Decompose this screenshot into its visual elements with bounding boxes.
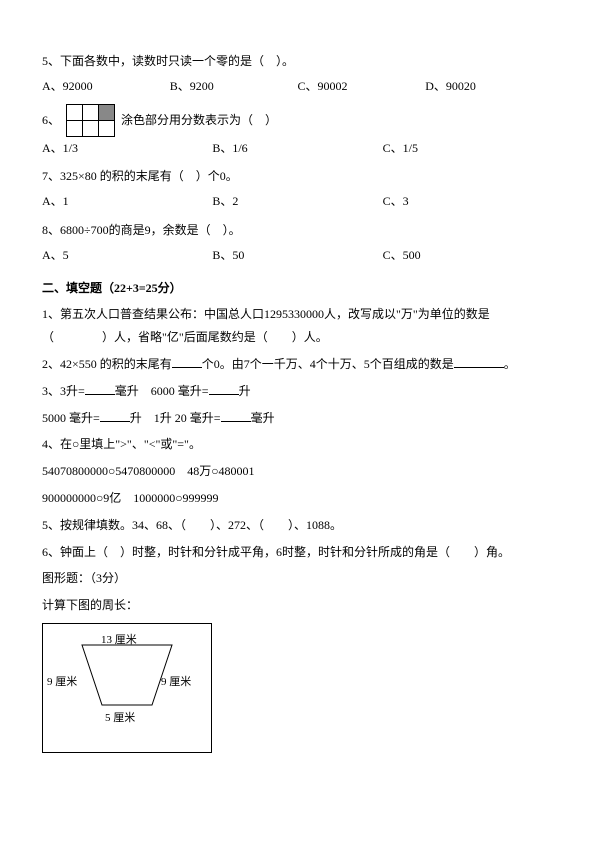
q8-options: A、5 B、50 C、500 [42,244,553,267]
trapezoid-figure: 13 厘米 9 厘米 9 厘米 5 厘米 [42,623,212,753]
grid-cell-shaded [99,104,115,120]
grid-cell [67,104,83,120]
q5-opt-c: C、90002 [298,75,426,98]
trap-top-label: 13 厘米 [101,630,137,651]
q7-options: A、1 B、2 C、3 [42,190,553,213]
q8-prompt: 8、6800÷700的商是9，余数是（ ）。 [42,219,553,242]
blank [85,382,115,395]
q6-prompt-row: 6、 涂色部分用分数表示为（ ） [42,104,553,137]
q5-prompt: 5、下面各数中，读数时只读一个零的是（ ）。 [42,50,553,73]
q7-opt-c: C、3 [383,190,553,213]
q5-opt-b: B、9200 [170,75,298,98]
grid-cell [99,120,115,136]
grid-cell [83,120,99,136]
f3-l2a: 5000 毫升= [42,411,100,425]
trap-right-label: 9 厘米 [161,672,191,693]
q5-options: A、92000 B、9200 C、90002 D、90020 [42,75,553,98]
f3-l1b: 毫升 6000 毫升= [115,384,209,398]
q6-opt-c: C、1/5 [383,137,553,160]
f2-a: 2、42×550 的积的末尾有 [42,357,172,371]
section-2-title: 二、填空题（22+3=25分） [42,277,553,300]
fill-6c: 计算下图的周长： [42,594,553,617]
fill-3-line1: 3、3升= 毫升 6000 毫升= 升 [42,380,553,403]
fill-6b: 图形题：（3分） [42,567,553,590]
f2-c: 。 [504,357,516,371]
q6-opt-b: B、1/6 [212,137,382,160]
fill-3-line2: 5000 毫升= 升 1升 20 毫升= 毫升 [42,407,553,430]
grid-cell [67,120,83,136]
f3-l2b: 升 1升 20 毫升= [130,411,221,425]
q5-opt-a: A、92000 [42,75,170,98]
f2-b: 个0。由7个一千万、4个十万、5个百组成的数是 [202,357,454,371]
q7-opt-a: A、1 [42,190,212,213]
q8-opt-b: B、50 [212,244,382,267]
trapezoid-shape [82,645,172,705]
q8-opt-a: A、5 [42,244,212,267]
q8-opt-c: C、500 [383,244,553,267]
fill-4a: 4、在○里填上">"、"<"或"="。 [42,433,553,456]
blank [454,355,504,368]
trap-bottom-label: 5 厘米 [105,708,135,729]
f3-l1c: 升 [239,384,251,398]
q5-opt-d: D、90020 [425,75,553,98]
grid-cell [83,104,99,120]
blank [172,355,202,368]
fill-2: 2、42×550 的积的末尾有 个0。由7个一千万、4个十万、5个百组成的数是 。 [42,353,553,376]
fill-1: 1、第五次人口普查结果公布：中国总人口1295330000人，改写成以"万"为单… [42,303,553,349]
fill-5: 5、按规律填数。34、68、（ ）、272、（ ）、1088。 [42,514,553,537]
q7-prompt: 7、325×80 的积的末尾有（ ）个0。 [42,165,553,188]
q6-options: A、1/3 B、1/6 C、1/5 [42,137,553,160]
fill-4b: 54070800000○5470800000 48万○480001 [42,460,553,483]
fill-4c: 900000000○9亿 1000000○999999 [42,487,553,510]
q6-prefix: 6、 [42,109,60,132]
trap-left-label: 9 厘米 [47,672,77,693]
q6-suffix: 涂色部分用分数表示为（ ） [121,109,277,132]
q6-opt-a: A、1/3 [42,137,212,160]
f3-l1a: 3、3升= [42,384,85,398]
q7-opt-b: B、2 [212,190,382,213]
blank [221,409,251,422]
f3-l2c: 毫升 [251,411,275,425]
q6-grid [66,104,115,137]
blank [100,409,130,422]
blank [209,382,239,395]
fill-6a: 6、钟面上（ ）时整，时针和分针成平角，6时整，时针和分针所成的角是（ ）角。 [42,541,553,564]
